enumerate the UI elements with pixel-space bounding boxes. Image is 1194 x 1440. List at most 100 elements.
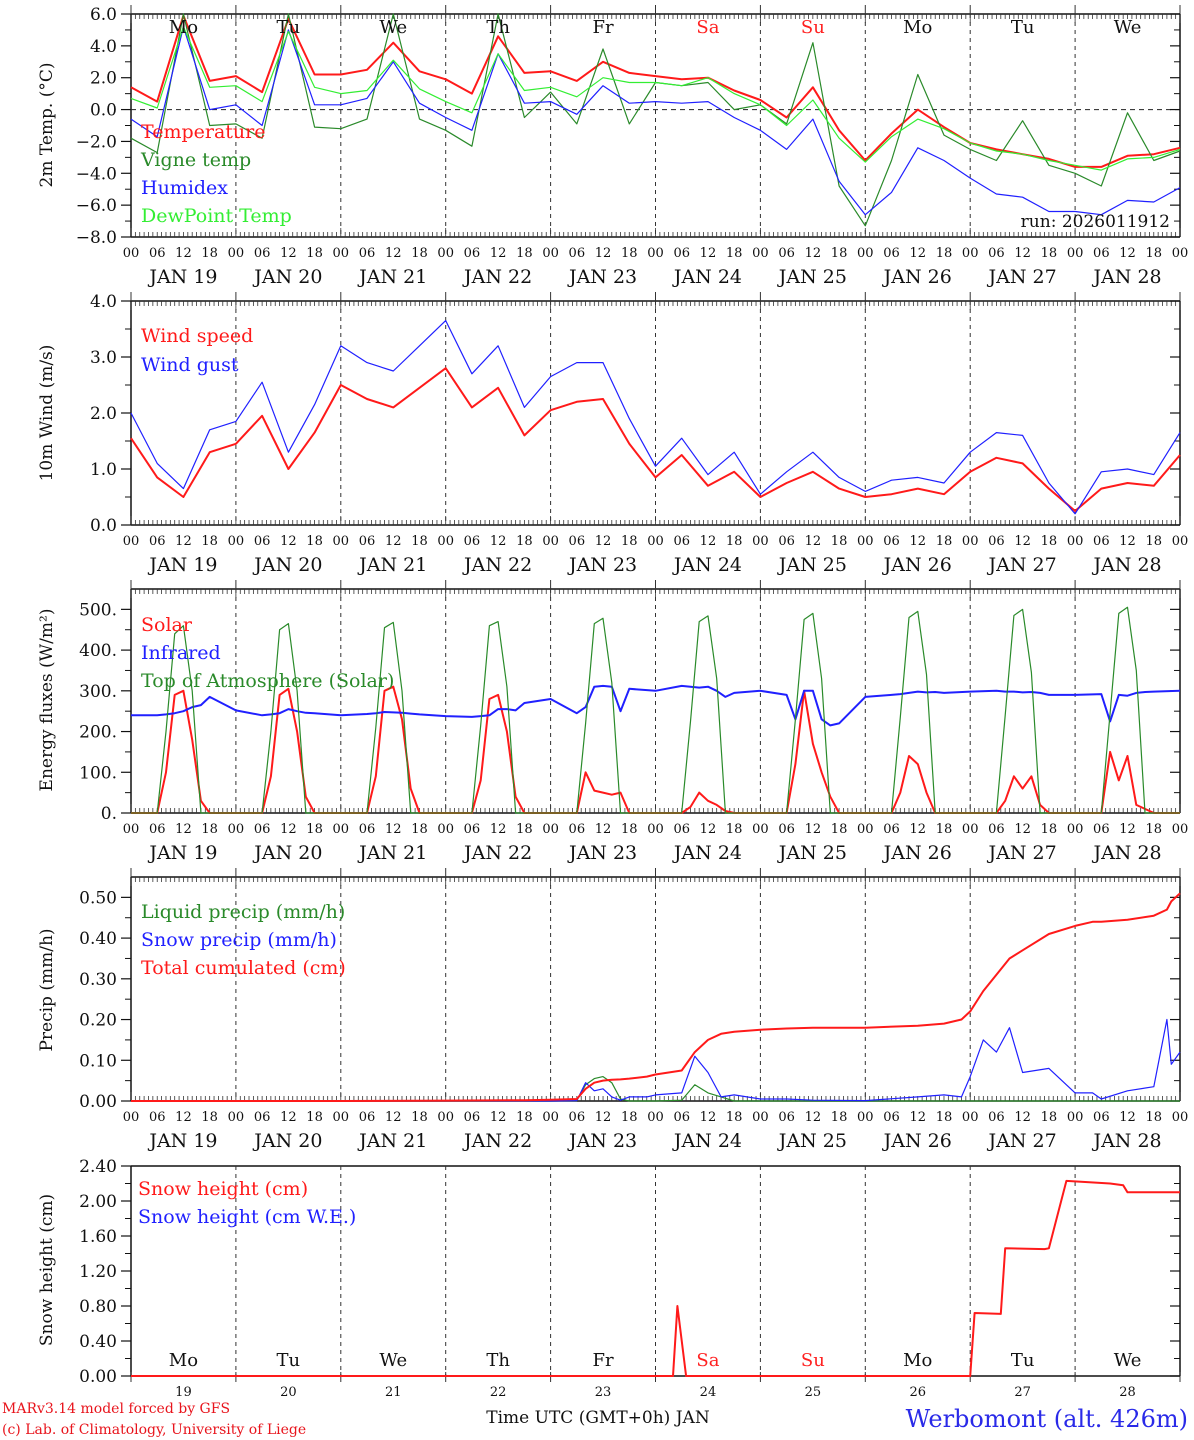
x-hour-label: 00 (333, 1110, 350, 1125)
x-date-label: JAN 22 (462, 842, 532, 864)
x-hour-label: 00 (647, 246, 664, 261)
x-hour-label: 12 (1119, 534, 1136, 549)
x-hour-label: 18 (411, 822, 428, 837)
x-hour-label: 06 (359, 534, 376, 549)
x-date-label: JAN 26 (882, 554, 952, 576)
y-tick-label: −6.0 (76, 196, 117, 216)
x-hour-label: 18 (1041, 822, 1058, 837)
y-tick-label: 0.80 (79, 1297, 117, 1317)
x-hour-label: 12 (175, 822, 192, 837)
y-tick-label: −4.0 (76, 164, 117, 184)
x-date-label: JAN 20 (252, 554, 322, 576)
x-hour-label: 18 (831, 822, 848, 837)
x-date-label: JAN 23 (567, 842, 637, 864)
x-hour-label: 06 (149, 534, 166, 549)
footer-copyright: (c) Lab. of Climatology, University of L… (2, 1422, 306, 1438)
x-hour-label: 18 (411, 534, 428, 549)
x-hour-label: 00 (437, 534, 454, 549)
series-line-infrared (131, 684, 1181, 727)
x-hour-label: 12 (700, 822, 717, 837)
x-date-label: JAN 27 (987, 842, 1057, 864)
x-hour-label: 00 (752, 246, 769, 261)
day-of-week-label: Su (801, 17, 825, 38)
x-date-label: JAN 28 (1091, 266, 1161, 288)
x-hour-label: 00 (437, 1110, 454, 1125)
y-tick-label: 0.10 (79, 1051, 117, 1071)
x-hour-label: 18 (516, 822, 533, 837)
x-date-label: JAN 21 (357, 842, 427, 864)
y-tick-label: 2.40 (79, 1157, 117, 1177)
y-tick-label: 4.0 (90, 37, 117, 57)
x-hour-label: 06 (149, 246, 166, 261)
y-tick-label: 0.50 (79, 888, 117, 908)
day-of-week-label: Mo (169, 17, 198, 38)
x-hour-label: 12 (805, 246, 822, 261)
y-tick-label: −2.0 (76, 132, 117, 152)
x-hour-label: 12 (1014, 822, 1031, 837)
legend-entry: Snow height (cm) (138, 1178, 308, 1200)
x-hour-label: 12 (909, 1110, 926, 1125)
x-date-label: JAN 19 (147, 266, 217, 288)
x-hour-label: 12 (385, 246, 402, 261)
x-hour-label: 18 (621, 822, 638, 837)
x-hour-label: 18 (621, 1110, 638, 1125)
x-hour-label: 12 (280, 1110, 297, 1125)
x-hour-label: 00 (333, 534, 350, 549)
x-date-label: JAN 24 (672, 266, 742, 288)
y-tick-label: 500. (79, 600, 117, 620)
x-hour-label: 12 (595, 534, 612, 549)
x-hour-label: 18 (1146, 246, 1163, 261)
day-of-week-label: Sa (696, 17, 719, 38)
x-hour-label: 00 (437, 246, 454, 261)
y-tick-label: 400. (79, 641, 117, 661)
series-line-wind-speed (130, 367, 1181, 512)
x-hour-label: 06 (988, 246, 1005, 261)
x-date-label: JAN 20 (252, 266, 322, 288)
y-tick-label: 0.0 (90, 101, 117, 121)
x-hour-label: 18 (831, 1110, 848, 1125)
legend-entry: DewPoint Temp (141, 205, 292, 227)
series-line-total-cumulated-cm- (131, 892, 1181, 1102)
x-hour-label: 06 (673, 534, 690, 549)
x-day-number: 23 (595, 1385, 612, 1400)
y-axis-label: Snow height (cm) (37, 1194, 57, 1346)
x-day-number: 26 (909, 1385, 926, 1400)
x-date-label: JAN 22 (462, 554, 532, 576)
x-hour-label: 12 (490, 534, 507, 549)
x-hour-label: 18 (936, 534, 953, 549)
x-hour-label: 06 (359, 1110, 376, 1125)
x-hour-label: 12 (805, 1110, 822, 1125)
x-hour-label: 06 (778, 822, 795, 837)
x-hour-label: 06 (673, 246, 690, 261)
day-of-week-label: Tu (1011, 17, 1035, 38)
x-hour-label: 06 (1093, 1110, 1110, 1125)
x-hour-label: 00 (647, 534, 664, 549)
x-date-label: JAN 19 (147, 1130, 217, 1152)
day-of-week-label: Fr (593, 17, 614, 38)
x-date-label: JAN 23 (567, 266, 637, 288)
x-hour-label: 06 (1093, 822, 1110, 837)
panel-temp (121, 5, 1181, 238)
y-axis-label: 2m Temp. (°C) (37, 62, 57, 187)
x-hour-label: 12 (280, 534, 297, 549)
day-of-week-label: Tu (277, 1350, 301, 1371)
day-of-week-label: Mo (169, 1350, 198, 1371)
x-hour-label: 06 (254, 1110, 271, 1125)
legend-entry: Wind gust (141, 354, 239, 376)
x-date-label: JAN 25 (777, 1130, 847, 1152)
day-of-week-label: We (379, 1350, 407, 1371)
x-hour-label: 12 (175, 1110, 192, 1125)
x-hour-label: 12 (805, 534, 822, 549)
legend-entry: Humidex (141, 177, 228, 199)
x-hour-label: 00 (228, 1110, 245, 1125)
x-date-label: JAN 28 (1091, 1130, 1161, 1152)
x-hour-label: 06 (569, 534, 586, 549)
x-hour-label: 18 (936, 246, 953, 261)
x-hour-label: 00 (752, 822, 769, 837)
x-date-label: JAN 26 (882, 842, 952, 864)
x-date-label: JAN 23 (567, 554, 637, 576)
x-hour-label: 12 (280, 822, 297, 837)
y-axis-label: Energy fluxes (W/m²) (37, 609, 57, 792)
x-hour-label: 12 (909, 822, 926, 837)
x-hour-label: 06 (569, 822, 586, 837)
